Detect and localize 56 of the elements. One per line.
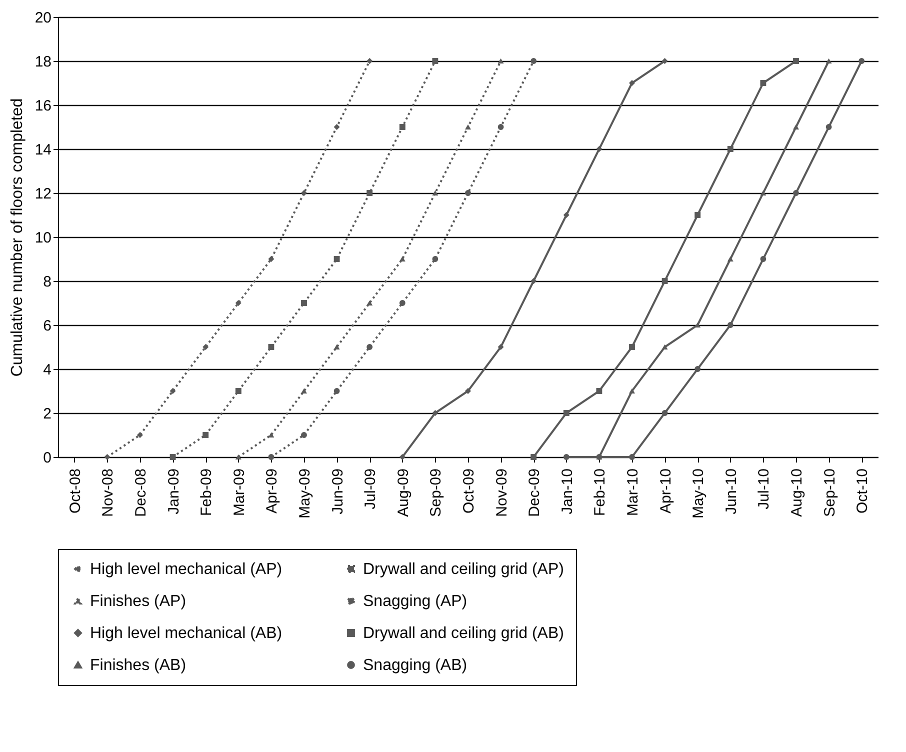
legend-label: High level mechanical (AP): [90, 561, 282, 578]
point: [793, 58, 799, 64]
legend-label: Finishes (AP): [90, 593, 186, 610]
y-tick-label: 0: [43, 450, 52, 466]
x-tick-label: Aug-10: [788, 468, 806, 517]
x-tick-label: Oct-09: [460, 468, 478, 514]
x-tick-label: Feb-10: [592, 468, 609, 516]
y-tick-label: 14: [34, 142, 52, 158]
x-tick-label: Jan-09: [165, 468, 182, 514]
x-tick-label: Apr-10: [657, 468, 674, 514]
legend-label: Snagging (AB): [363, 657, 468, 674]
point: [137, 432, 143, 438]
x-tick-label: May-09: [296, 468, 314, 519]
y-tick-label: 6: [43, 318, 52, 334]
point: [793, 190, 799, 196]
x-tick-label: Nov-08: [100, 468, 117, 517]
point: [629, 454, 635, 460]
x-tick-label: Feb-09: [198, 468, 216, 516]
y-axis-title: Cumulative number of floors completed: [8, 98, 26, 377]
x-tick-label: Apr-09: [264, 468, 281, 514]
point: [465, 388, 471, 394]
legend-label: Drywall and ceiling grid (AB): [363, 625, 564, 642]
x-tick-label: Nov-09: [493, 468, 510, 517]
legend-label: Drywall and ceiling grid (AP): [363, 561, 564, 578]
y-tick-label: 4: [43, 362, 52, 378]
x-tick-label: Jul-09: [362, 468, 380, 510]
point: [629, 80, 635, 86]
x-tick-label: Jun-10: [722, 468, 740, 514]
x-tick-label: Aug-09: [394, 468, 412, 517]
point: [301, 300, 307, 306]
y-tick-label: 12: [34, 186, 52, 202]
x-tick-label: May-10: [690, 468, 708, 519]
x-tick-label: Dec-08: [132, 468, 150, 517]
x-tick-label: Oct-08: [66, 468, 84, 514]
legend-label: Finishes (AB): [90, 657, 186, 674]
y-tick-label: 2: [43, 406, 52, 422]
y-tick-label: 8: [43, 274, 52, 290]
legend-label: High level mechanical (AB): [90, 625, 282, 642]
point: [465, 190, 471, 196]
point: [301, 190, 307, 196]
x-tick-label: Mar-10: [624, 468, 642, 516]
x-tick-label: Sep-10: [821, 468, 838, 517]
x-tick-label: Jul-10: [756, 468, 773, 510]
x-tick-label: Sep-09: [428, 468, 445, 517]
x-tick-label: Jan-10: [558, 468, 576, 514]
legend-label: Snagging (AP): [363, 593, 468, 610]
x-tick-label: Dec-09: [526, 468, 544, 517]
point: [301, 432, 307, 438]
x-tick-label: Jun-09: [329, 468, 346, 514]
x-tick-label: Oct-10: [854, 468, 872, 514]
y-tick-label: 18: [34, 54, 52, 70]
x-tick-label: Mar-09: [230, 468, 248, 516]
point: [629, 344, 635, 350]
y-tick-label: 20: [34, 10, 52, 26]
y-tick-label: 10: [34, 230, 52, 246]
y-tick-label: 16: [34, 98, 52, 114]
